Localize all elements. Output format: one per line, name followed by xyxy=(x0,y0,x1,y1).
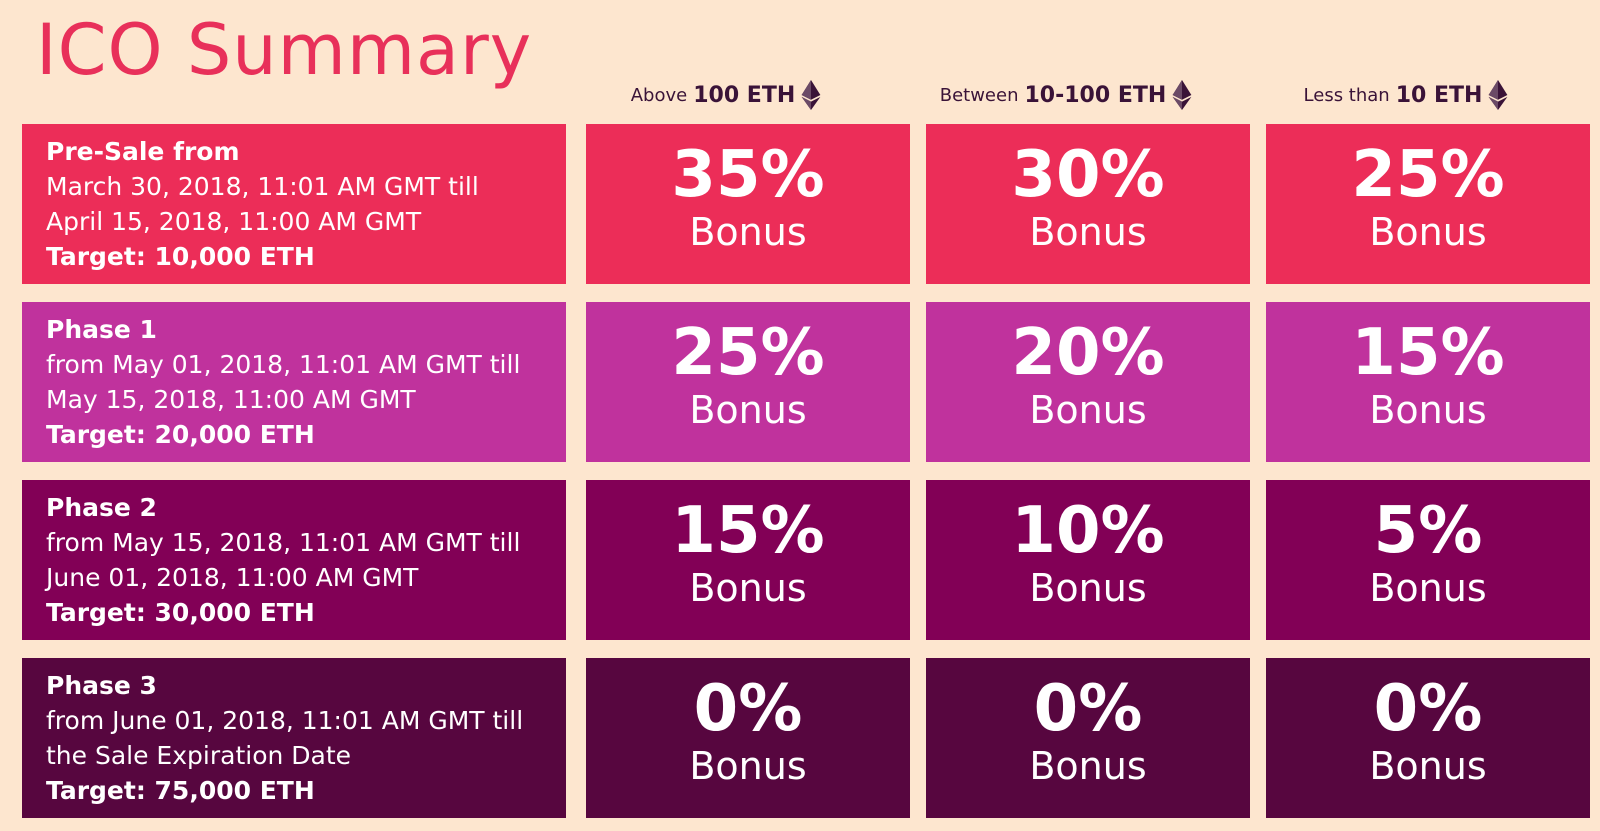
bonus-label: Bonus xyxy=(1369,388,1487,432)
bonus-cell: 25% Bonus xyxy=(1266,124,1590,284)
bonus-percentage: 20% xyxy=(1011,316,1165,390)
bonus-percentage: 0% xyxy=(1033,672,1143,746)
bonus-cell: 15% Bonus xyxy=(586,480,910,640)
ethereum-icon xyxy=(801,80,821,110)
ethereum-icon xyxy=(1172,80,1192,110)
phase-row-phase-2: Phase 2 from May 15, 2018, 11:01 AM GMT … xyxy=(22,480,1590,640)
phase-target: Target: 10,000 ETH xyxy=(46,242,315,271)
ethereum-icon xyxy=(1489,80,1508,110)
column-header-amount: 10-100 ETH xyxy=(1024,82,1167,108)
bonus-percentage: 10% xyxy=(1011,494,1165,568)
bonus-label: Bonus xyxy=(1029,388,1147,432)
bonus-percentage: 5% xyxy=(1373,494,1483,568)
bonus-label: Bonus xyxy=(1029,566,1147,610)
column-header-prefix: Less than xyxy=(1303,84,1390,106)
phase-info: Phase 2 from May 15, 2018, 11:01 AM GMT … xyxy=(22,480,566,640)
phase-end-date: the Sale Expiration Date xyxy=(46,741,352,770)
phase-start-date: from June 01, 2018, 11:01 AM GMT till xyxy=(46,706,524,735)
phase-name: Phase 3 xyxy=(46,671,157,700)
column-header-amount: 10 ETH xyxy=(1395,82,1483,108)
phase-row-phase-3: Phase 3 from June 01, 2018, 11:01 AM GMT… xyxy=(22,658,1590,818)
phase-info: Pre-Sale from March 30, 2018, 11:01 AM G… xyxy=(22,124,566,284)
bonus-percentage: 25% xyxy=(671,316,825,390)
bonus-percentage: 25% xyxy=(1351,138,1505,212)
bonus-label: Bonus xyxy=(1369,566,1487,610)
phase-target: Target: 20,000 ETH xyxy=(46,420,315,449)
phase-info: Phase 3 from June 01, 2018, 11:01 AM GMT… xyxy=(22,658,566,818)
column-header-less-than-10: Less than 10 ETH xyxy=(1244,78,1568,112)
bonus-cell: 35% Bonus xyxy=(586,124,910,284)
bonus-percentage: 30% xyxy=(1011,138,1165,212)
phase-target: Target: 75,000 ETH xyxy=(46,776,315,805)
bonus-cell: 0% Bonus xyxy=(926,658,1250,818)
phase-info: Phase 1 from May 01, 2018, 11:01 AM GMT … xyxy=(22,302,566,462)
column-header-above-100: Above 100 ETH xyxy=(564,78,888,112)
bonus-cell: 25% Bonus xyxy=(586,302,910,462)
phase-name: Phase 1 xyxy=(46,315,157,344)
column-header-prefix: Above xyxy=(630,84,688,106)
bonus-label: Bonus xyxy=(689,744,807,788)
phase-start-date: from May 01, 2018, 11:01 AM GMT till xyxy=(46,350,521,379)
bonus-cell: 5% Bonus xyxy=(1266,480,1590,640)
bonus-percentage: 0% xyxy=(1373,672,1483,746)
phase-start-date: from May 15, 2018, 11:01 AM GMT till xyxy=(46,528,521,557)
bonus-cell: 10% Bonus xyxy=(926,480,1250,640)
bonus-cell: 0% Bonus xyxy=(586,658,910,818)
bonus-percentage: 35% xyxy=(671,138,825,212)
phase-name: Pre-Sale from xyxy=(46,137,240,166)
bonus-label: Bonus xyxy=(1369,744,1487,788)
bonus-cell: 20% Bonus xyxy=(926,302,1250,462)
bonus-label: Bonus xyxy=(689,388,807,432)
bonus-cell: 15% Bonus xyxy=(1266,302,1590,462)
column-header-between-10-100: Between 10-100 ETH xyxy=(904,78,1228,112)
phase-end-date: May 15, 2018, 11:00 AM GMT xyxy=(46,385,416,414)
bonus-label: Bonus xyxy=(689,210,807,254)
phase-target: Target: 30,000 ETH xyxy=(46,598,315,627)
page-title: ICO Summary xyxy=(36,9,533,91)
bonus-label: Bonus xyxy=(1029,210,1147,254)
bonus-label: Bonus xyxy=(1029,744,1147,788)
column-header-prefix: Between xyxy=(939,84,1019,106)
bonus-percentage: 15% xyxy=(671,494,825,568)
phase-end-date: April 15, 2018, 11:00 AM GMT xyxy=(46,207,422,236)
bonus-percentage: 0% xyxy=(693,672,803,746)
bonus-label: Bonus xyxy=(1369,210,1487,254)
bonus-label: Bonus xyxy=(689,566,807,610)
bonus-cell: 30% Bonus xyxy=(926,124,1250,284)
bonus-cell: 0% Bonus xyxy=(1266,658,1590,818)
phase-row-phase-1: Phase 1 from May 01, 2018, 11:01 AM GMT … xyxy=(22,302,1590,462)
phase-start-date: March 30, 2018, 11:01 AM GMT till xyxy=(46,172,479,201)
phase-end-date: June 01, 2018, 11:00 AM GMT xyxy=(46,563,419,592)
phase-name: Phase 2 xyxy=(46,493,157,522)
bonus-percentage: 15% xyxy=(1351,316,1505,390)
phase-row-presale: Pre-Sale from March 30, 2018, 11:01 AM G… xyxy=(22,124,1590,284)
column-header-amount: 100 ETH xyxy=(693,82,796,108)
